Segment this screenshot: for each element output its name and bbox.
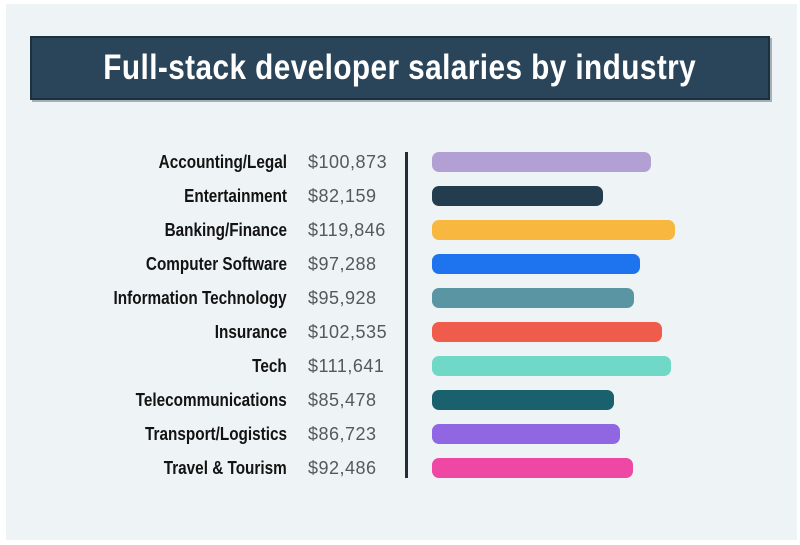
salary-bar [432,390,614,410]
salary-bar [432,424,620,444]
salary-bar [432,186,603,206]
category-label: Transport/Logistics [145,423,287,444]
category-label: Insurance [214,321,287,342]
salary-value: $97,288 [308,253,377,274]
category-label: Banking/Finance [164,219,287,240]
chart-row: Insurance $102,535 [6,315,797,349]
salary-value: $95,928 [308,287,377,308]
title-banner: Full-stack developer salaries by industr… [30,36,770,100]
salary-value: $119,846 [308,219,386,240]
chart-row: Entertainment $82,159 [6,179,797,213]
salary-value: $86,723 [308,423,377,444]
salary-bar [432,356,671,376]
page-title: Full-stack developer salaries by industr… [103,48,697,87]
category-label: Telecommunications [135,389,287,410]
chart-row: Banking/Finance $119,846 [6,213,797,247]
chart-row: Telecommunications $85,478 [6,383,797,417]
salary-value: $92,486 [308,457,377,478]
salary-value: $102,535 [308,321,388,342]
axis-divider-line [405,152,408,478]
salary-value: $85,478 [308,389,377,410]
salary-bar [432,322,662,342]
chart-row: Accounting/Legal $100,873 [6,145,797,179]
salary-value: $100,873 [308,151,388,172]
chart-row: Information Technology $95,928 [6,281,797,315]
salary-bar [432,152,651,172]
category-label: Computer Software [145,253,287,274]
category-label: Accounting/Legal [158,151,287,172]
category-label: Travel & Tourism [163,457,287,478]
infographic-panel: Full-stack developer salaries by industr… [6,4,797,540]
salary-bar [432,288,634,308]
chart-row: Computer Software $97,288 [6,247,797,281]
salary-bar [432,458,633,478]
chart-row: Transport/Logistics $86,723 [6,417,797,451]
bar-chart-rows: Accounting/Legal $100,873 Entertainment $82… [6,4,797,540]
category-label: Entertainment [184,185,287,206]
chart-row: Tech $111,641 [6,349,797,383]
chart-row: Travel & Tourism $92,486 [6,451,797,485]
category-label: Information Technology [113,287,287,308]
salary-value: $111,641 [308,355,385,376]
salary-value: $82,159 [308,185,377,206]
salary-bar [432,220,675,240]
salary-bar [432,254,640,274]
category-label: Tech [252,355,287,376]
